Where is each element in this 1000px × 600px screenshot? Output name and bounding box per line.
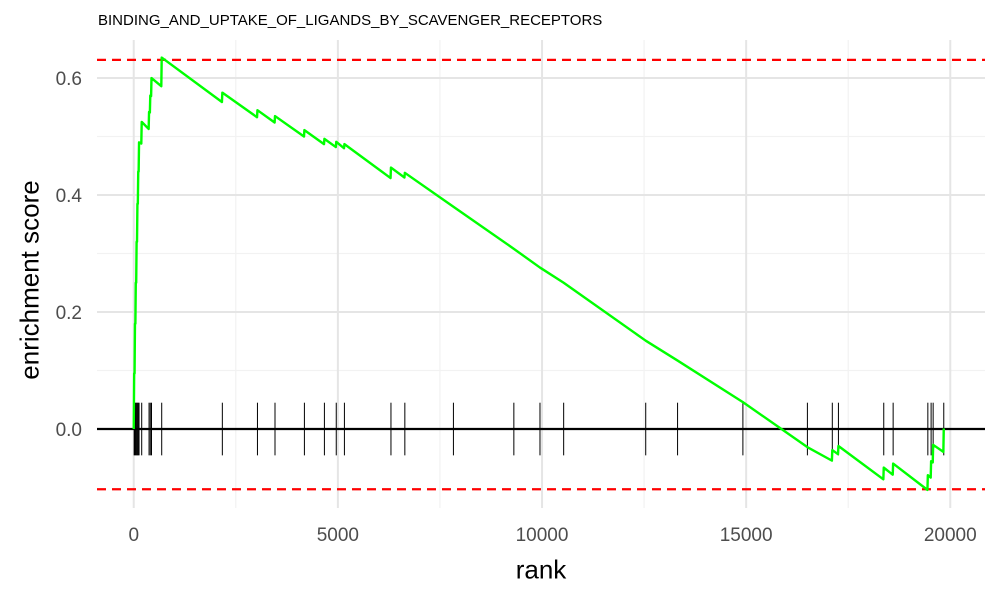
y-tick-label: 0.0	[56, 420, 82, 441]
y-tick-label: 0.4	[56, 186, 83, 207]
y-tick-label: 0.2	[56, 303, 82, 324]
chart-title: BINDING_AND_UPTAKE_OF_LIGANDS_BY_SCAVENG…	[98, 12, 603, 29]
x-axis-label: rank	[515, 554, 567, 585]
y-tick-label: 0.6	[56, 69, 82, 90]
x-tick-label: 10000	[516, 525, 569, 546]
x-tick-label: 20000	[924, 525, 977, 546]
x-tick-label: 0	[128, 525, 139, 546]
y-axis-label: enrichment score	[14, 180, 45, 380]
enrichment-score-line	[132, 56, 945, 492]
x-tick-label: 5000	[317, 525, 359, 546]
x-tick-label: 15000	[720, 525, 773, 546]
